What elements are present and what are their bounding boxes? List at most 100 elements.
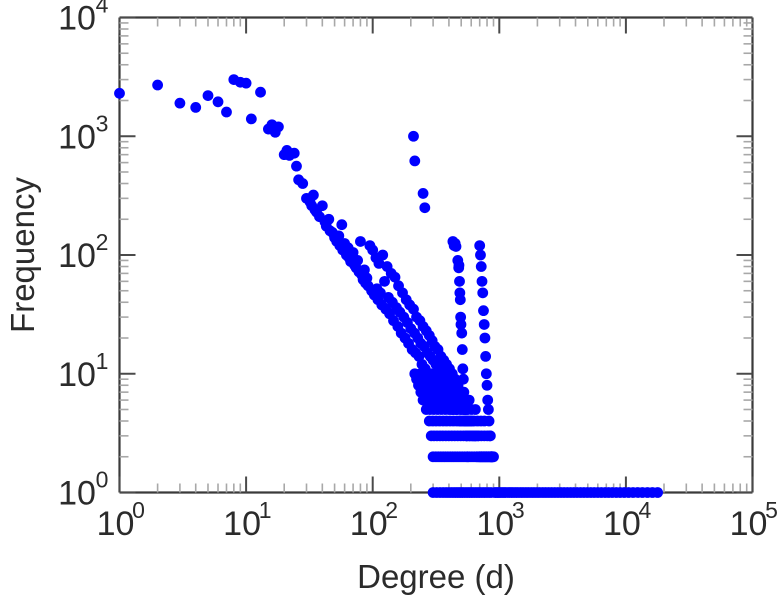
data-point bbox=[297, 178, 309, 189]
data-point bbox=[307, 189, 319, 201]
data-point bbox=[240, 77, 252, 89]
data-point bbox=[485, 487, 497, 498]
y-tick-label-mantissa: 10 bbox=[58, 475, 96, 513]
data-point bbox=[359, 264, 370, 276]
y-tick-label-exponent: 2 bbox=[96, 229, 109, 255]
x-tick-label-exponent: 5 bbox=[765, 497, 778, 523]
data-point bbox=[478, 415, 490, 427]
data-point bbox=[478, 319, 490, 330]
data-point bbox=[450, 241, 462, 252]
data-point bbox=[323, 213, 335, 225]
y-tick-label-mantissa: 10 bbox=[58, 237, 96, 275]
data-point bbox=[174, 97, 186, 109]
data-point bbox=[212, 96, 224, 108]
y-tick-label-mantissa: 10 bbox=[58, 118, 96, 156]
data-point bbox=[190, 101, 202, 113]
x-tick-label-mantissa: 10 bbox=[97, 505, 135, 543]
x-tick-label-mantissa: 10 bbox=[730, 505, 768, 543]
x-tick-label: 103 bbox=[476, 497, 524, 543]
x-tick-label-mantissa: 10 bbox=[476, 505, 514, 543]
data-point bbox=[457, 386, 468, 398]
data-point bbox=[202, 90, 214, 101]
y-tick-label: 10 0 bbox=[58, 467, 108, 513]
y-tick-label-exponent: 4 bbox=[96, 0, 109, 18]
data-point bbox=[457, 373, 469, 385]
data-point bbox=[478, 305, 489, 317]
data-point bbox=[475, 249, 486, 261]
data-point bbox=[288, 147, 300, 159]
data-point bbox=[481, 430, 493, 442]
x-tick-label: 105 bbox=[730, 497, 778, 543]
x-tick-label: 104 bbox=[603, 497, 652, 543]
data-point bbox=[454, 275, 465, 287]
data-point bbox=[152, 79, 164, 91]
y-tick-label: 10 2 bbox=[58, 229, 108, 275]
x-tick-label-exponent: 4 bbox=[639, 497, 652, 523]
y-tick-label-exponent: 1 bbox=[96, 348, 109, 374]
data-point bbox=[480, 351, 492, 362]
y-tick-label-exponent: 0 bbox=[96, 467, 109, 493]
data-point bbox=[347, 247, 359, 258]
x-axis-title: Degree (d) bbox=[357, 558, 515, 595]
data-point bbox=[455, 319, 467, 330]
data-point bbox=[475, 261, 487, 272]
data-point bbox=[457, 363, 469, 375]
x-tick-label: 102 bbox=[350, 497, 398, 543]
y-tick-label: 10 3 bbox=[58, 110, 108, 156]
data-point bbox=[408, 130, 419, 142]
data-point bbox=[291, 160, 302, 172]
data-point bbox=[480, 368, 492, 380]
data-point bbox=[417, 188, 429, 199]
data-point bbox=[456, 344, 468, 355]
x-axis-tick-labels: 100 101 102 103 104 105 bbox=[97, 497, 778, 543]
data-point bbox=[316, 200, 328, 212]
x-tick-label-exponent: 3 bbox=[512, 497, 525, 523]
y-axis-title: Frequency bbox=[4, 177, 41, 333]
data-point bbox=[456, 327, 468, 339]
data-point bbox=[482, 404, 494, 415]
data-point bbox=[221, 106, 232, 118]
data-point bbox=[336, 219, 348, 231]
y-tick-label-mantissa: 10 bbox=[58, 0, 96, 38]
x-tick-label-mantissa: 10 bbox=[223, 505, 261, 543]
data-point bbox=[114, 87, 125, 99]
data-point bbox=[409, 155, 421, 167]
data-point bbox=[379, 275, 390, 287]
x-tick-label-exponent: 0 bbox=[132, 497, 145, 523]
data-point bbox=[652, 487, 663, 498]
data-point bbox=[477, 287, 489, 299]
data-point bbox=[333, 230, 345, 242]
x-tick-label-exponent: 1 bbox=[259, 497, 272, 523]
data-points-layer bbox=[114, 74, 663, 498]
data-point bbox=[479, 332, 491, 344]
y-axis-ticks bbox=[119, 16, 753, 494]
x-tick-label-exponent: 2 bbox=[385, 497, 398, 523]
y-tick-label-exponent: 3 bbox=[96, 110, 109, 136]
x-tick-label-mantissa: 10 bbox=[350, 505, 388, 543]
data-point bbox=[454, 294, 466, 306]
data-point bbox=[453, 259, 465, 271]
data-point bbox=[419, 202, 431, 214]
x-tick-label-mantissa: 10 bbox=[603, 505, 641, 543]
data-point bbox=[377, 249, 389, 261]
data-point bbox=[374, 287, 386, 299]
data-point bbox=[255, 86, 266, 98]
y-tick-label: 10 1 bbox=[58, 348, 108, 394]
data-point bbox=[389, 271, 401, 283]
data-point bbox=[469, 404, 481, 415]
x-tick-label: 101 bbox=[223, 497, 271, 543]
data-point bbox=[245, 113, 257, 125]
y-tick-label: 10 4 bbox=[58, 0, 109, 38]
data-point bbox=[437, 368, 448, 380]
data-point bbox=[481, 379, 493, 391]
x-tick-label: 100 bbox=[97, 497, 145, 543]
data-point bbox=[476, 275, 488, 287]
data-point bbox=[463, 394, 475, 406]
data-point bbox=[474, 240, 486, 252]
data-point bbox=[485, 451, 497, 463]
data-point bbox=[273, 121, 284, 133]
data-point bbox=[482, 394, 494, 406]
